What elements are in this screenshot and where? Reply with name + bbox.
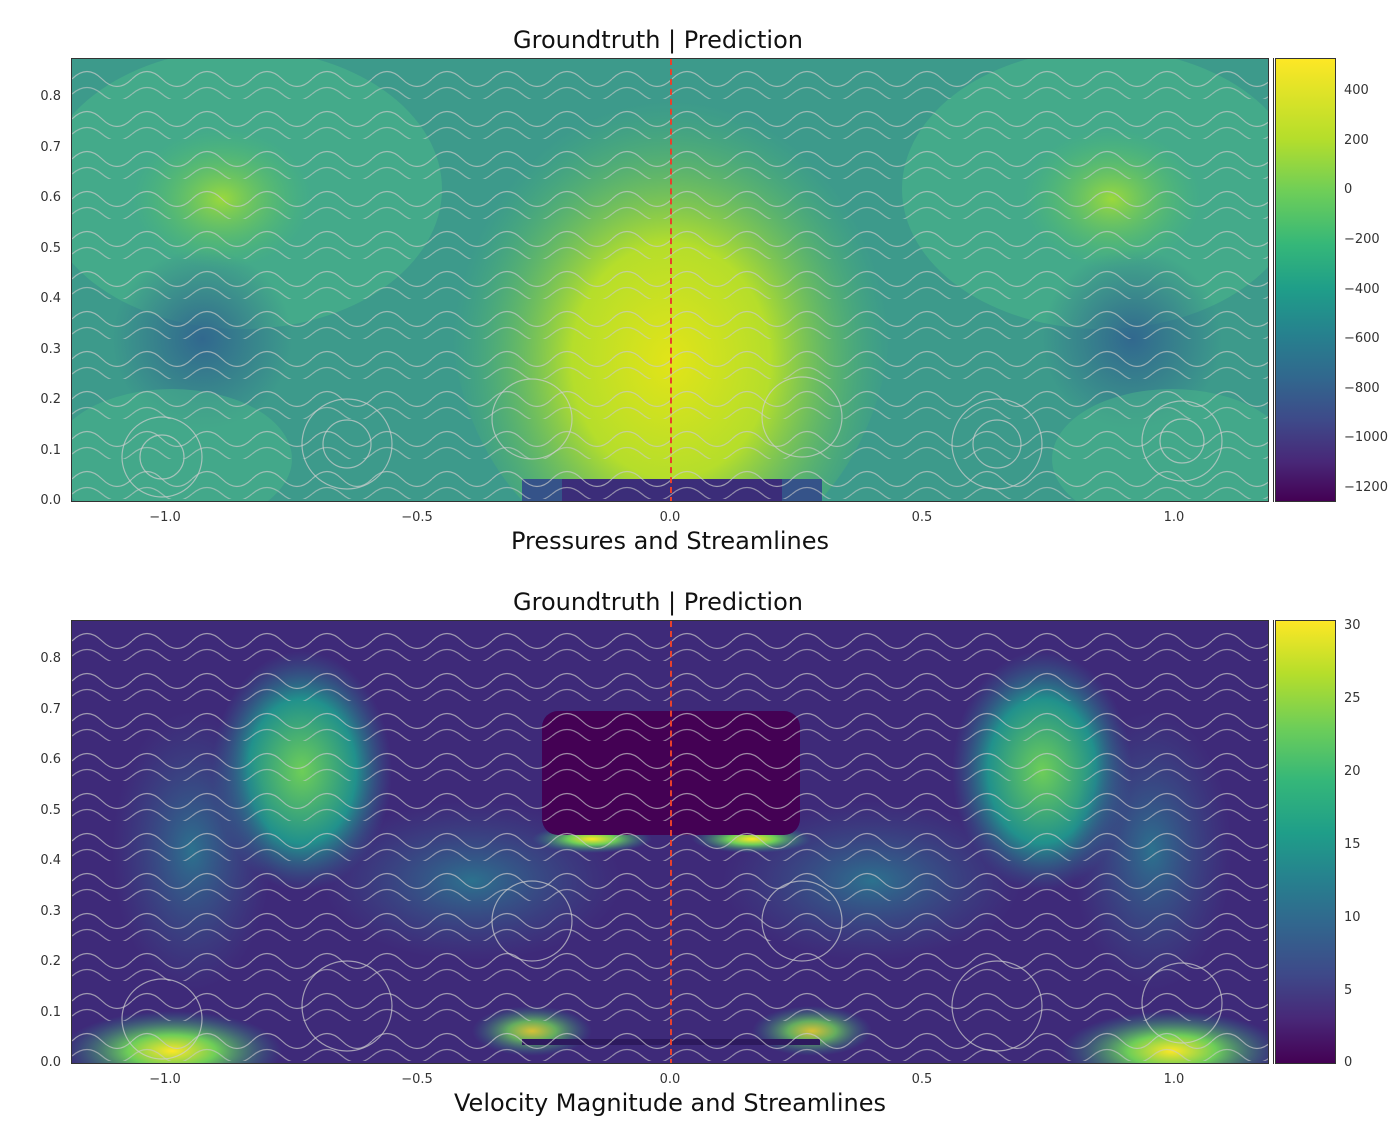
velocity-heatmap-plot <box>71 620 1270 1064</box>
pressure-colorbar <box>1275 58 1336 502</box>
top-panel-title: Groundtruth | Prediction <box>513 26 803 54</box>
bottom-plot-edge <box>1268 620 1274 1064</box>
velocity-colorbar <box>1275 620 1336 1064</box>
groundtruth-prediction-divider <box>670 621 672 1063</box>
top-plot-edge <box>1268 58 1274 502</box>
top-panel-xlabel: Pressures and Streamlines <box>510 527 830 555</box>
bottom-panel-xlabel: Velocity Magnitude and Streamlines <box>454 1089 886 1117</box>
pressure-heatmap-plot <box>71 58 1270 502</box>
groundtruth-prediction-divider <box>670 59 672 501</box>
bottom-panel-title: Groundtruth | Prediction <box>513 588 803 616</box>
